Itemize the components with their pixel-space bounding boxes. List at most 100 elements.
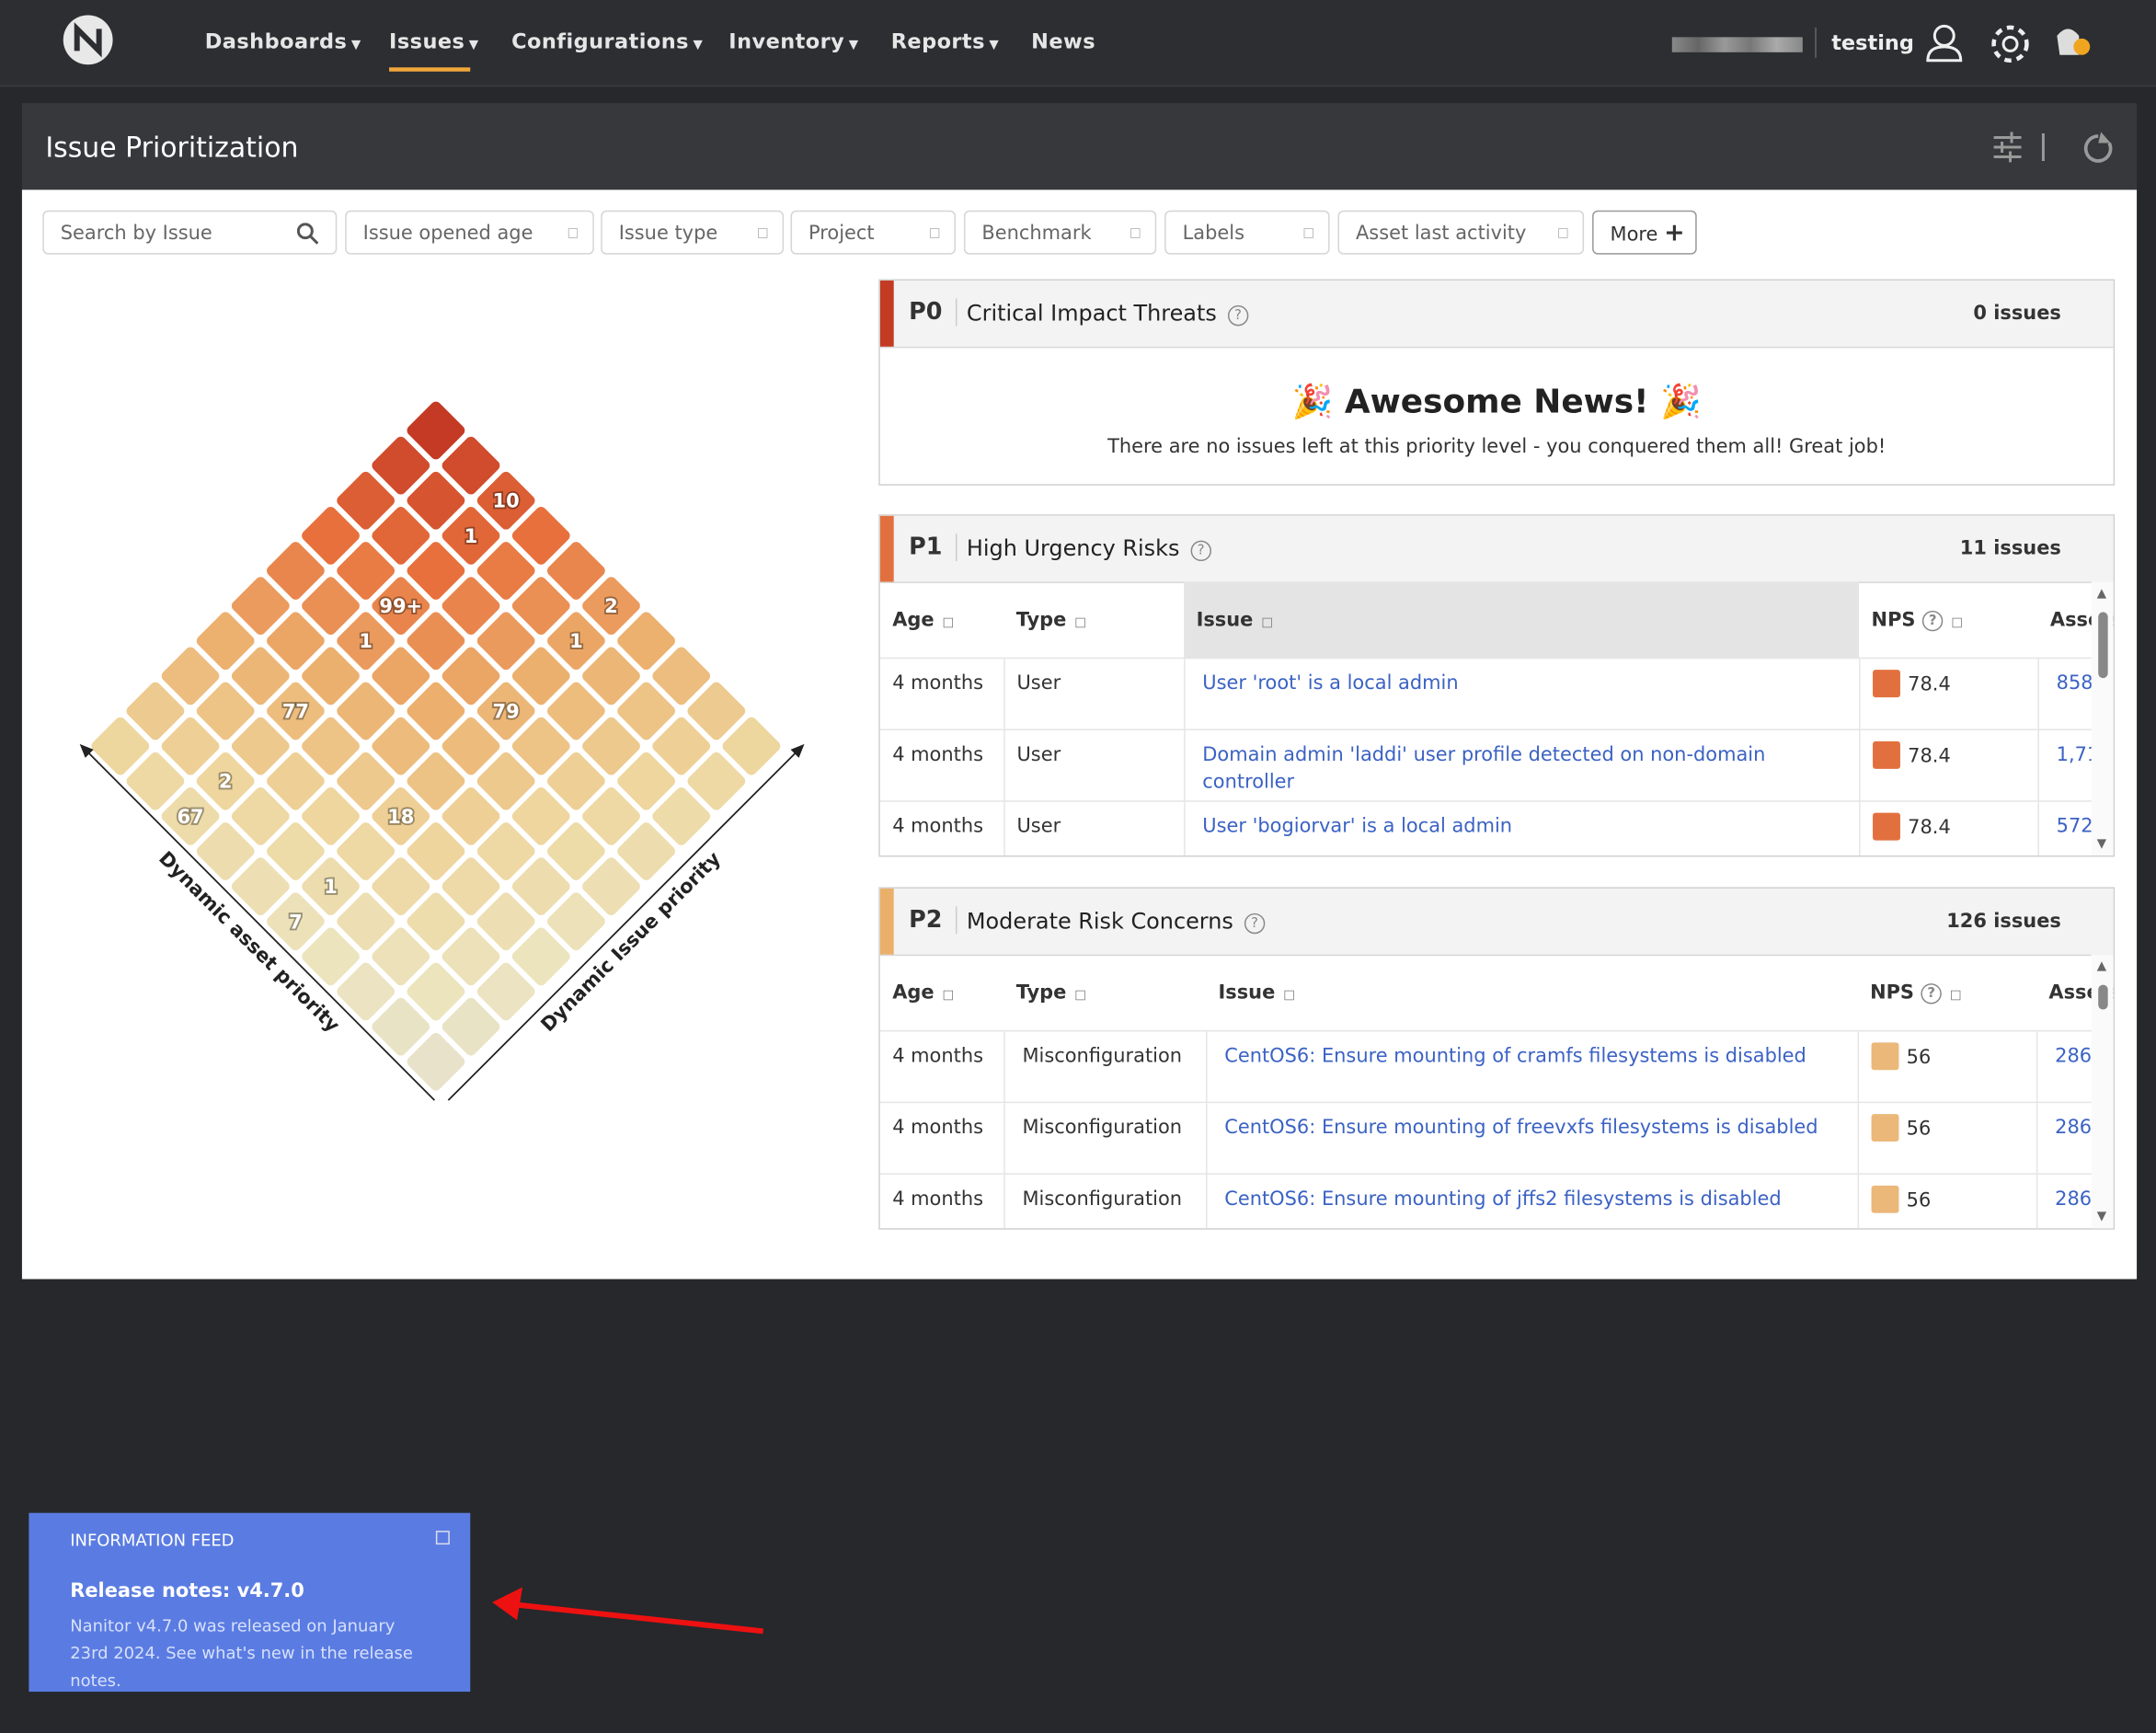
feed-title[interactable]: Release notes: v4.7.0 [70,1579,304,1602]
blurred-account [1671,37,1803,52]
heat-cell [302,717,360,775]
heat-cell [337,822,395,880]
column-header[interactable]: Age □ [879,954,1004,1032]
heat-cell [617,612,675,671]
user-icon[interactable] [1922,22,1967,66]
assets-link[interactable]: 858 [2056,672,2093,695]
heat-cell [196,752,255,810]
priority-bar [879,515,894,582]
settings-icon[interactable] [1987,20,2034,67]
help-icon[interactable]: ? [1244,912,1266,935]
filter-dropdown[interactable]: Project □ [790,210,956,255]
assets-link[interactable]: 572 [2056,815,2093,838]
help-icon[interactable]: ? [1921,610,1944,631]
priority-panel: P2 Moderate Risk Concerns? 126 issues Age □ T… [878,887,2116,1230]
heat-cell [476,962,535,1021]
filter-dropdown[interactable]: Labels □ [1164,210,1330,255]
column-label: Issue [1196,608,1254,631]
heat-cell [617,752,675,810]
help-icon[interactable]: ? [1227,304,1249,327]
empty-text: There are no issues left at this priorit… [1107,435,1886,458]
nav-item[interactable]: Dashboards ▼ [204,29,361,54]
filter-dropdown[interactable]: Benchmark □ [963,210,1157,255]
panel-header: P0 Critical Impact Threats? 0 issues [879,281,2114,349]
filter-dropdown[interactable]: Issue type □ [601,210,785,255]
header-tools[interactable] [1991,131,2116,166]
logo[interactable] [62,14,117,69]
heat-cell-label: 1 [359,630,373,652]
column-header[interactable]: NPS? □ [1857,954,2036,1032]
filter-dropdown[interactable]: Issue opened age □ [345,210,594,255]
cell: 4 months [879,729,1005,802]
help-icon[interactable]: ? [1921,982,1942,1004]
nps: 56 [1906,1046,1932,1069]
heat-cell [372,997,430,1056]
issue-row: 4 months Misconfiguration CentOS6: Ensure … [879,1102,2114,1175]
column-header[interactable]: NPS? □ [1859,581,2038,660]
page-header: Issue Prioritization [21,103,2138,190]
filter-dropdown[interactable]: Asset last activity □ [1337,210,1585,255]
column-header[interactable]: Type □ [1003,581,1185,660]
issue-link[interactable]: User 'root' is a local admin [1202,672,1459,695]
heat-cell-label: 67 [177,806,203,828]
nav-item[interactable]: Issues ▼ [389,29,479,54]
scroll-up[interactable]: ▲ [2096,587,2107,602]
nav-item[interactable]: News [1031,29,1096,54]
issue-link[interactable]: CentOS6: Ensure mounting of cramfs files… [1224,1045,1806,1068]
assets-link[interactable]: 286 [2055,1117,2093,1140]
heat-cell [372,927,430,986]
assets-link[interactable]: 286 [2055,1045,2093,1068]
scroll-thumb[interactable] [2098,612,2108,679]
heat-cell [267,752,325,810]
nav-item[interactable]: Configurations ▼ [511,29,704,54]
nav-item[interactable]: Reports ▼ [890,29,1000,54]
username[interactable]: testing [1831,29,1914,55]
heat-cell [511,857,570,916]
feed-close[interactable] [435,1531,450,1545]
search-input[interactable]: Search by Issue [42,210,338,255]
caret: ▼ [693,38,704,52]
heat-cell [722,717,781,775]
heat-cell [687,752,746,810]
heat-cell [372,647,430,706]
heat-cell [476,612,535,671]
column-header[interactable]: Issue □ [1184,581,1860,660]
issue-link[interactable]: CentOS6: Ensure mounting of jffs2 filesy… [1224,1188,1782,1211]
more-button[interactable]: More + [1592,210,1697,255]
heat-cell [407,401,465,460]
sort-icon: □ [942,988,955,1003]
scroll-thumb[interactable] [2098,984,2108,1010]
scroll-down[interactable]: ▼ [2096,837,2107,852]
assets-link[interactable]: 286 [2055,1188,2093,1211]
heat-cell [337,471,395,530]
help-icon[interactable]: ? [1190,540,1211,562]
scroll-down[interactable]: ▼ [2096,1210,2107,1224]
notifications-icon[interactable] [2051,22,2095,66]
cell: 78.4 [1859,729,2039,802]
sort-icon: □ [1951,615,1964,630]
issue-link[interactable]: User 'bogiorvar' is a local admin [1202,815,1513,838]
priority-panel: P1 High Urgency Risks? 11 issues Age □ Type □ I… [878,514,2116,857]
age: 4 months [892,815,983,838]
panel-title-text: Critical Impact Threats [966,299,1217,327]
cell: User 'root' is a local admin [1184,658,1860,730]
scroll-up[interactable]: ▲ [2096,959,2107,974]
heat-cell [161,647,220,706]
heat-cell-label: 1 [464,525,478,547]
column-header[interactable]: Age □ [879,581,1004,660]
heat-cell [302,927,360,986]
caret: ▼ [468,38,479,52]
heat-cell [126,752,185,810]
column-header[interactable]: Issue □ [1206,954,1858,1032]
heat-cell [582,787,640,845]
nps: 56 [1906,1189,1932,1212]
priority-bar [879,281,894,347]
priority-panel: P0 Critical Impact Threats? 0 issues 🎉 Awes… [878,279,2116,486]
nav-item[interactable]: Inventory ▼ [728,29,859,54]
cell: 78.4 [1859,800,2039,856]
issue-link[interactable]: CentOS6: Ensure mounting of freevxfs fil… [1224,1117,1818,1140]
heat-cell [582,857,640,916]
issue-link[interactable]: Domain admin 'laddi' user profile detect… [1202,743,1766,794]
column-header[interactable]: Type □ [1003,954,1207,1032]
